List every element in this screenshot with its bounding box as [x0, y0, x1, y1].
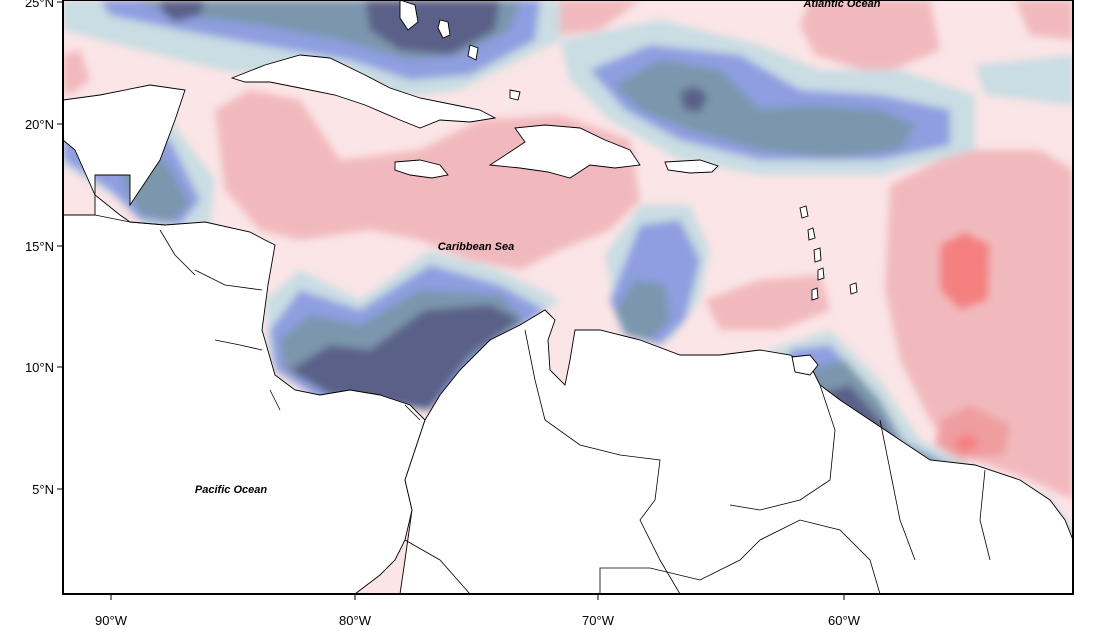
border-venezuela-guyana	[729, 384, 836, 511]
neg-dark-colombia	[290, 305, 520, 410]
lat-tick-label: 15°N	[25, 239, 54, 254]
neg-mid-central	[615, 60, 915, 158]
lat-tick-label: 25°N	[25, 0, 54, 10]
caribbean-sea-label: Caribbean Sea	[438, 241, 514, 253]
pacific-ocean-label: Pacific Ocean	[195, 484, 267, 496]
lat-tick-label: 5°N	[32, 482, 54, 497]
border-nicaragua-costarica	[214, 339, 263, 351]
neg-band-east-strip	[975, 55, 1073, 105]
atlantic-ocean-label: Atlantic Ocean	[802, 0, 880, 10]
lon-tick-label: 90°W	[95, 613, 128, 628]
lon-axis: 90°W 80°W 70°W 60°W	[95, 594, 861, 628]
land-masses	[63, 0, 1073, 594]
pos-region-lesser-antilles	[705, 275, 830, 330]
lat-axis: 25°N 20°N 15°N 10°N 5°N	[25, 0, 63, 497]
neg-mid-venezuela	[615, 280, 670, 340]
border-colombia-ecuador	[404, 539, 471, 594]
border-honduras-nicaragua	[194, 269, 263, 291]
border-mexico-guatemala	[94, 214, 166, 226]
land-hispaniola	[488, 124, 641, 179]
land-antilles-2	[807, 227, 816, 241]
land-antilles-6	[849, 282, 858, 295]
land-trinidad	[791, 354, 819, 376]
land-bahamas-2	[437, 19, 451, 39]
land-cuba	[230, 54, 497, 129]
lat-tick-label: 10°N	[25, 360, 54, 375]
border-panama-colombia	[404, 404, 421, 421]
lon-tick-label: 80°W	[339, 613, 372, 628]
border-brazil-north	[599, 519, 881, 594]
neg-dark-central-spot	[680, 86, 708, 112]
lon-tick-label: 60°W	[828, 613, 861, 628]
lat-tick-label: 20°N	[25, 117, 54, 132]
border-suriname-fguiana	[979, 469, 991, 561]
land-bahamas-3	[467, 44, 479, 61]
pos-region-strong-1	[940, 232, 990, 310]
pos-region-west-gulf	[63, 50, 90, 95]
border-guyana-suriname	[879, 419, 916, 561]
land-bahamas-1	[399, 0, 419, 31]
land-antilles-1	[799, 205, 809, 219]
land-bahamas-4	[509, 89, 521, 101]
lon-tick-label: 70°W	[582, 613, 615, 628]
land-antilles-5	[811, 287, 819, 301]
pos-region-atlantic-top	[800, 0, 940, 75]
map-frame	[62, 0, 1074, 595]
neg-dark-nw-2	[160, 0, 205, 22]
pos-region-ne-corner	[1015, 0, 1073, 40]
land-jamaica	[394, 159, 449, 179]
land-antilles-4	[817, 267, 825, 281]
neg-dark-nw	[365, 0, 500, 55]
land-puerto-rico	[664, 159, 719, 174]
border-colombia-venezuela	[524, 329, 681, 594]
pos-region-strong-2	[935, 405, 1010, 460]
land-antilles-3	[813, 247, 822, 263]
border-guatemala-honduras	[159, 229, 196, 276]
pos-region-east-atlantic	[885, 150, 1073, 500]
border-costarica-panama	[269, 389, 281, 411]
pos-region-strong-2-core	[955, 433, 980, 452]
country-borders	[94, 214, 991, 594]
